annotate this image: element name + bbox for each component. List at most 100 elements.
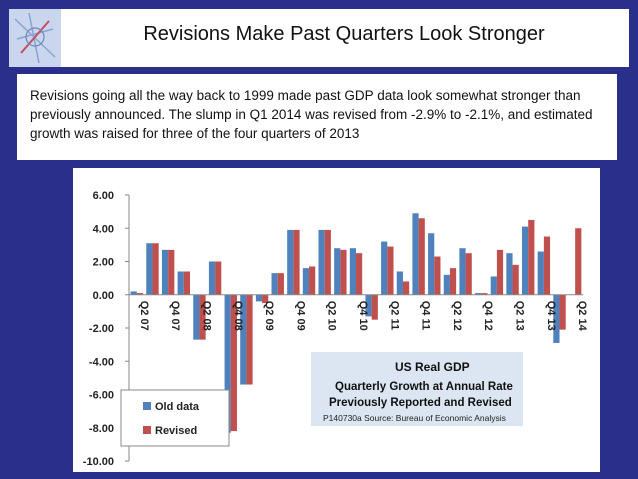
x-tick-label: Q4 13 [545, 301, 557, 331]
bar-revised-8 [246, 294, 253, 385]
bar-old-28 [553, 294, 560, 343]
bar-revised-29 [575, 228, 582, 295]
slide-title: Revisions Make Past Quarters Look Strong… [143, 23, 545, 45]
x-tick-label: Q2 08 [200, 301, 212, 331]
bar-revised-5 [199, 294, 206, 340]
bar-revised-7 [230, 294, 237, 432]
legend-label-revised: Revised [155, 425, 197, 437]
chart-frame: 6.00 4.00 2.00 0.00 -2.00 -4.00 -6.00 -8.00 -10.… [73, 168, 600, 472]
y-tick-label: 0.00 [93, 290, 114, 302]
legend-swatch-old [143, 402, 151, 410]
bar-old-16 [365, 294, 372, 317]
bar-revised-14 [340, 249, 347, 295]
bar-old-11 [287, 229, 294, 295]
bar-revised-23 [481, 293, 488, 295]
chart-subtitle-2: Previously Reported and Revised [329, 397, 512, 409]
bar-old-1 [130, 291, 137, 295]
bar-old-13 [318, 229, 325, 295]
x-tick-label: Q2 12 [451, 301, 463, 331]
bar-revised-27 [543, 236, 551, 295]
bar-revised-11 [293, 229, 300, 295]
bar-old-14 [334, 248, 341, 295]
bar-revised-17 [387, 246, 394, 295]
bar-old-2 [146, 243, 153, 295]
title-box-bg [311, 352, 523, 426]
chart-title: US Real GDP [395, 360, 470, 374]
y-tick-label: -6.00 [89, 390, 114, 402]
bar-revised-12 [309, 266, 316, 295]
bar-old-5 [193, 294, 200, 340]
x-tick-label: Q4 08 [232, 301, 244, 331]
title-bar: Revisions Make Past Quarters Look Strong… [9, 9, 629, 67]
x-tick-label: Q4 07 [169, 301, 181, 331]
bar-old-18 [396, 271, 403, 295]
bar-old-23 [475, 293, 482, 295]
bar-old-24 [490, 276, 497, 295]
x-tick-label: Q2 11 [388, 301, 400, 330]
bar-old-20 [428, 233, 435, 295]
bar-old-9 [255, 294, 263, 302]
bar-old-22 [459, 248, 466, 295]
bar-old-4 [177, 271, 184, 295]
x-tick-label: Q4 12 [482, 301, 494, 331]
bar-old-17 [381, 241, 388, 295]
x-tick-label: Q4 09 [294, 301, 306, 331]
logo-image [9, 9, 61, 67]
bar-revised-15 [356, 253, 363, 295]
y-tick-label: -2.00 [89, 323, 114, 335]
bar-revised-9 [262, 294, 269, 304]
bar-revised-13 [324, 229, 331, 295]
bar-revised-22 [465, 253, 472, 295]
description-box: Revisions going all the way back to 1999… [17, 74, 617, 160]
bar-revised-24 [496, 249, 504, 295]
bar-revised-4 [183, 271, 190, 295]
y-tick-label: -4.00 [89, 356, 114, 368]
bar-revised-25 [512, 264, 519, 295]
bar-revised-10 [277, 273, 284, 295]
legend: Old data Revised [120, 389, 230, 447]
gdp-bar-chart: 6.00 4.00 2.00 0.00 -2.00 -4.00 -6.00 -8.00 -10.… [83, 190, 588, 468]
bar-old-6 [208, 261, 216, 295]
legend-label-old: Old data [155, 401, 200, 413]
bar-revised-2 [152, 243, 159, 295]
chart-subtitle-1: Quarterly Growth at Annual Rate [335, 381, 513, 393]
bar-revised-28 [559, 294, 566, 330]
x-tick-label: Q2 07 [138, 301, 150, 331]
y-tick-label: 2.00 [93, 257, 114, 269]
bar-old-12 [302, 268, 310, 295]
x-tick-label: Q2 10 [326, 301, 338, 331]
bar-old-25 [506, 253, 513, 295]
x-tick-label: Q2 13 [514, 301, 526, 331]
y-tick-label: -8.00 [89, 423, 114, 435]
chart-source: P140730a Source: Bureau of Economic Anal… [323, 413, 506, 423]
y-tick-label: 4.00 [93, 223, 114, 235]
legend-swatch-revised [143, 426, 151, 434]
x-tick-label: Q4 11 [420, 301, 432, 330]
bar-old-8 [240, 294, 247, 385]
bar-old-15 [349, 248, 356, 295]
y-tick-label: 6.00 [93, 190, 114, 202]
bar-revised-20 [434, 256, 441, 295]
description-text: Revisions going all the way back to 1999… [30, 88, 593, 141]
x-tick-label: Q2 09 [263, 301, 275, 331]
x-tick-label: Q4 10 [357, 301, 369, 331]
bar-revised-21 [449, 268, 457, 295]
bar-revised-1 [136, 293, 144, 295]
y-tick-label: -10.00 [83, 456, 114, 468]
bar-revised-26 [528, 219, 535, 295]
bar-revised-18 [402, 281, 410, 295]
x-tick-labels: Q2 07 Q4 07 Q2 08 Q4 08 Q2 09 Q4 09 Q2 10 Q4 10… [138, 301, 588, 332]
bar-revised-16 [371, 294, 378, 320]
y-axis: 6.00 4.00 2.00 0.00 -2.00 -4.00 -6.00 -8.00 -10.… [83, 190, 130, 468]
bar-old-27 [537, 251, 544, 295]
bar-revised-3 [168, 249, 175, 295]
chart-title-box: US Real GDP Quarterly Growth at Annual R… [311, 352, 523, 426]
bars [129, 213, 583, 433]
x-tick-label: Q2 14 [576, 301, 588, 332]
bar-old-19 [412, 213, 419, 295]
bar-revised-19 [418, 218, 425, 295]
bar-old-3 [161, 249, 169, 295]
bar-revised-6 [215, 261, 222, 295]
bar-old-26 [522, 226, 529, 295]
bar-old-21 [443, 274, 450, 295]
